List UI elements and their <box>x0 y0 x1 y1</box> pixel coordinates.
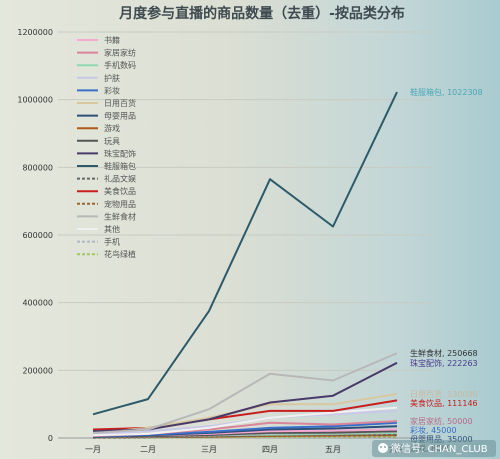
end-label: 日用百货, 130000 <box>410 389 478 399</box>
grid-layer <box>58 31 432 439</box>
series-line <box>92 406 398 437</box>
legend-label: 花鸟绿植 <box>104 249 136 259</box>
y-tick-label: 0 <box>48 434 53 443</box>
legend-label: 美食饮品 <box>104 186 136 196</box>
y-tick-label: 800000 <box>22 163 53 172</box>
legend-label: 礼品文娱 <box>104 174 136 184</box>
chart-title: 月度参与直播的商品数量（去重）-按品类分布 <box>118 5 405 22</box>
legend-label: 游戏 <box>104 123 120 133</box>
wechat-icon <box>378 443 388 453</box>
x-tick-label: 三月 <box>201 445 217 454</box>
y-tick-label: 400000 <box>22 299 53 308</box>
legend-label: 珠宝配饰 <box>104 148 136 158</box>
legend-label: 手机 <box>104 237 120 247</box>
y-tick-label: 200000 <box>22 366 53 375</box>
end-label: 生鲜食材, 250668 <box>410 348 478 358</box>
end-label: 家居家纺, 50000 <box>410 416 473 426</box>
y-tick-label: 1000000 <box>17 96 53 105</box>
legend: 书籍家居家纺手机数码护肤彩妆日用百货母婴用品游戏玩具珠宝配饰鞋服箱包礼品文娱美食… <box>77 35 136 259</box>
axis-layer: 0 200000 400000 600000 800000 1000000 1200000 一… <box>17 28 405 454</box>
legend-label: 生鲜食材 <box>104 211 136 221</box>
legend-label: 护肤 <box>104 73 120 83</box>
series-layer <box>92 91 398 439</box>
legend-label: 书籍 <box>104 35 120 45</box>
x-tick-label: 二月 <box>140 445 156 454</box>
x-tick-label: 五月 <box>325 445 341 454</box>
series-line <box>92 352 398 434</box>
legend-label: 其他 <box>104 224 120 234</box>
y-tick-label: 1200000 <box>17 28 53 37</box>
x-tick-label: 四月 <box>262 445 278 454</box>
end-label: 珠宝配饰, 222263 <box>410 358 478 368</box>
legend-label: 宠物用品 <box>104 199 136 209</box>
x-tick-label: 一月 <box>85 445 101 454</box>
end-label: 母婴用品, 35000 <box>410 435 473 444</box>
legend-label: 家居家纺 <box>104 48 136 58</box>
end-label: 彩妆, 45000 <box>410 425 457 435</box>
watermark: 微信号: CHAN_CLUB <box>372 440 496 457</box>
legend-label: 玩具 <box>104 137 120 146</box>
legend-label: 手机数码 <box>104 60 136 70</box>
legend-label: 鞋服箱包 <box>104 161 136 171</box>
legend-label: 母婴用品 <box>104 112 136 121</box>
legend-label: 彩妆 <box>104 85 120 95</box>
end-label: 鞋服箱包, 1022308 <box>410 87 483 97</box>
legend-label: 日用百货 <box>104 98 136 108</box>
y-tick-label: 600000 <box>22 231 53 240</box>
end-label: 美食饮品, 111146 <box>410 398 478 408</box>
series-line <box>92 91 398 416</box>
watermark-text: 微信号: CHAN_CLUB <box>391 442 488 455</box>
